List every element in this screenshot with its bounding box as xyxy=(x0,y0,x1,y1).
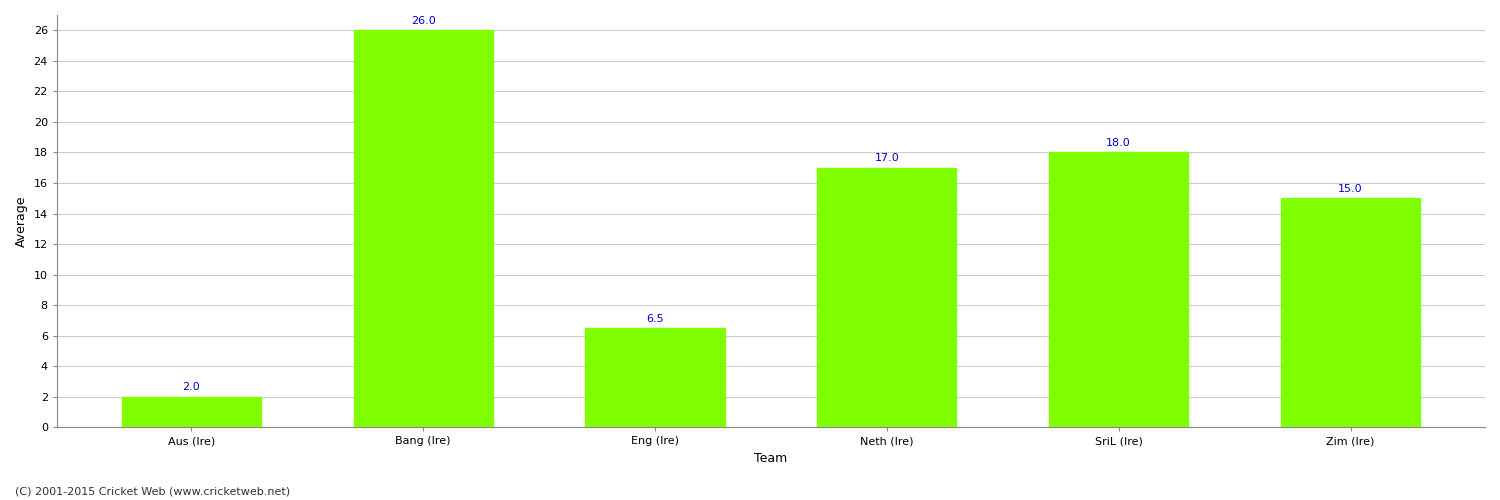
Bar xyxy=(1281,198,1420,428)
Bar xyxy=(818,168,957,427)
Text: 15.0: 15.0 xyxy=(1338,184,1364,194)
Text: (C) 2001-2015 Cricket Web (www.cricketweb.net): (C) 2001-2015 Cricket Web (www.cricketwe… xyxy=(15,487,290,497)
Text: 18.0: 18.0 xyxy=(1107,138,1131,148)
Text: 17.0: 17.0 xyxy=(874,153,898,163)
Text: 2.0: 2.0 xyxy=(183,382,200,392)
Y-axis label: Average: Average xyxy=(15,196,28,247)
Bar xyxy=(122,397,261,428)
Bar xyxy=(585,328,724,428)
Text: 26.0: 26.0 xyxy=(411,16,435,26)
Bar xyxy=(354,30,492,428)
Bar xyxy=(1048,152,1188,428)
Text: 6.5: 6.5 xyxy=(646,314,664,324)
X-axis label: Team: Team xyxy=(754,452,788,465)
